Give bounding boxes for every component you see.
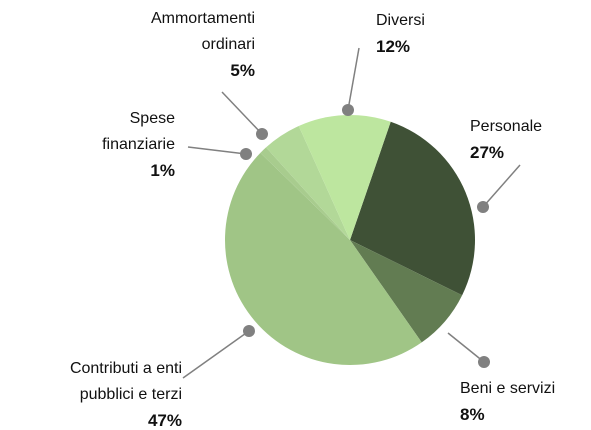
category-label: Diversi (376, 12, 425, 29)
pie-slice (224, 152, 422, 366)
leader-dot (478, 356, 490, 368)
value-label: 1% (150, 161, 175, 180)
pie-slice (298, 115, 391, 240)
slice-label: Beni e servizi 8% (460, 376, 590, 428)
slice-label: Spese finanziarie 1% (70, 106, 175, 184)
slice-label: Ammortamenti ordinari 5% (105, 6, 255, 84)
category-label: Ammortamenti ordinari (150, 10, 255, 53)
leader-line (447, 332, 485, 363)
leader-dot (243, 325, 255, 337)
value-label: 5% (230, 61, 255, 80)
pie-slice (260, 147, 350, 240)
leader-dot (256, 128, 268, 140)
leader-line (347, 47, 360, 111)
pie-slice (266, 125, 350, 240)
value-label: 47% (147, 411, 182, 430)
leader-line (221, 91, 263, 135)
category-label: Beni e servizi (460, 380, 556, 397)
slice-label: Diversi 12% (376, 8, 476, 60)
leader-line (482, 164, 521, 208)
leader-dot (342, 104, 354, 116)
leader-line (187, 146, 247, 155)
leader-dot (240, 148, 252, 160)
pie-slice (350, 240, 463, 343)
value-label: 12% (376, 37, 411, 56)
pie-slice (350, 121, 475, 296)
slice-label: Personale 27% (470, 114, 590, 166)
value-label: 27% (470, 143, 505, 162)
category-label: Personale (470, 118, 543, 135)
slice-label: Contributi a enti pubblici e terzi 47% (12, 356, 182, 430)
leader-dot (477, 201, 489, 213)
category-label: Contributi a enti pubblici e terzi (69, 360, 182, 403)
value-label: 8% (460, 405, 485, 424)
category-label: Spese finanziarie (102, 110, 175, 153)
leader-line (182, 330, 250, 379)
